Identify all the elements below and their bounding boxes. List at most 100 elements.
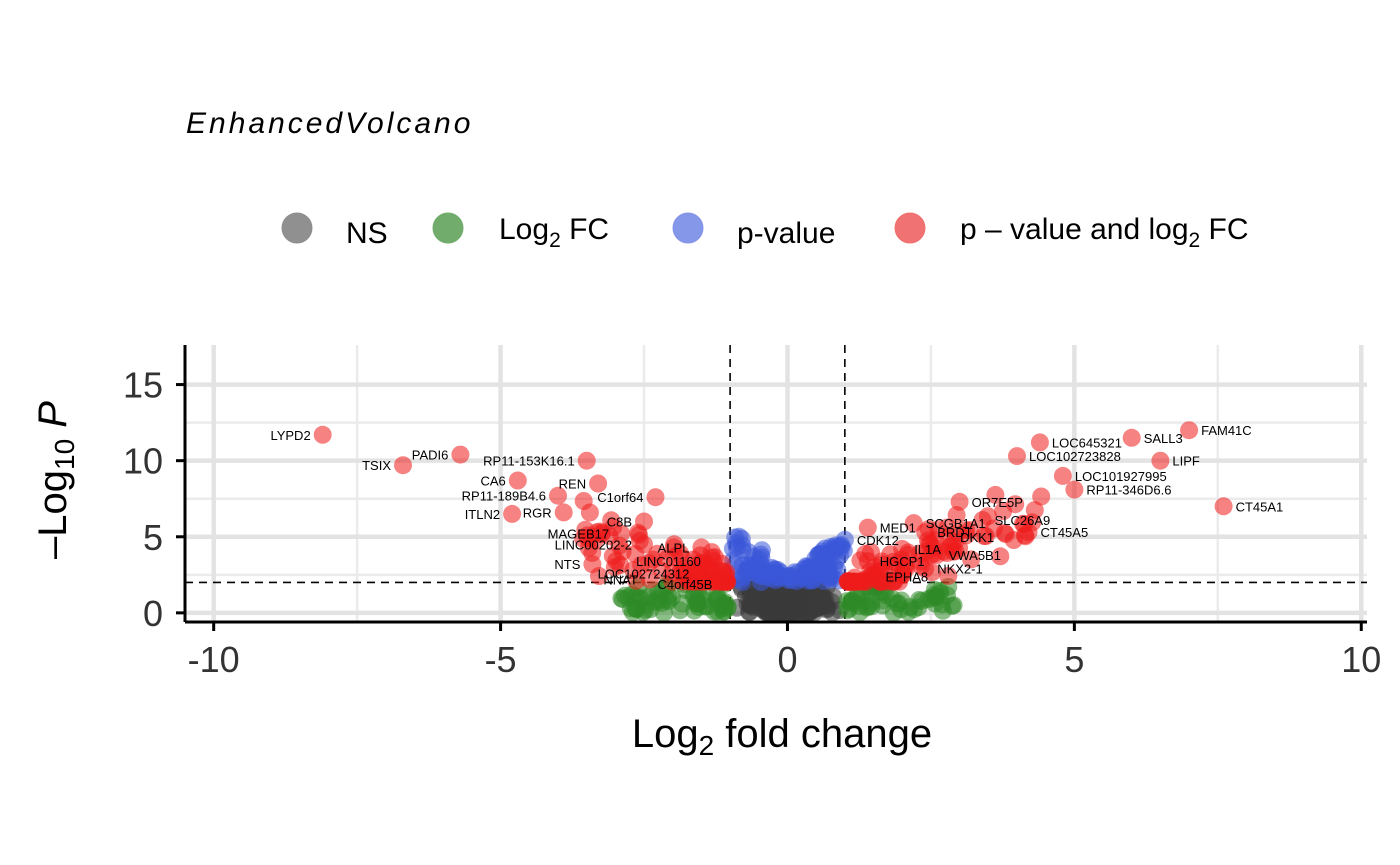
y-tick-label: 0 xyxy=(143,593,163,634)
x-tick-label: -10 xyxy=(188,639,240,680)
point-both xyxy=(991,547,1010,566)
point-fc xyxy=(925,581,944,599)
point-both xyxy=(503,504,522,523)
point-both xyxy=(583,555,602,574)
gene-label: ITLN2 xyxy=(465,507,500,522)
gene-label: CT45A1 xyxy=(1236,499,1284,514)
point-both xyxy=(975,527,994,545)
gene-label: LINC01160 xyxy=(636,554,701,569)
gene-label: CT45A5 xyxy=(1041,525,1089,540)
gene-label: C1orf64 xyxy=(597,490,643,505)
point-both xyxy=(692,564,711,583)
x-tick-label: 0 xyxy=(777,639,797,680)
point-fc xyxy=(649,584,668,603)
point-both xyxy=(858,518,877,537)
point-ns xyxy=(772,588,791,607)
point-fc xyxy=(933,601,952,620)
point-both xyxy=(1180,421,1199,440)
legend-key-ns xyxy=(281,212,313,244)
legend-key-both xyxy=(894,212,926,244)
y-tick-label: 15 xyxy=(123,365,163,406)
point-both xyxy=(578,526,597,545)
legend-label-both: p – value and log2 FC xyxy=(960,213,1249,252)
point-both xyxy=(640,570,659,589)
gene-label: RP11-346D6.6 xyxy=(1086,483,1171,498)
gene-label: NNAT xyxy=(603,572,637,587)
point-both xyxy=(602,511,621,530)
gene-label: TSIX xyxy=(362,458,391,473)
chart-title: EnhancedVolcano xyxy=(186,107,473,140)
point-both xyxy=(961,521,979,540)
point-fc xyxy=(883,589,902,608)
gene-label: NTS xyxy=(554,557,580,572)
point-ns xyxy=(744,592,763,611)
gene-label: IL1A xyxy=(914,542,941,557)
point-both xyxy=(893,539,912,558)
point-fc xyxy=(708,602,727,621)
gene-label: LOC102723828 xyxy=(1029,449,1121,464)
gene-labels: LYPD2 TSIX PADI6 RP11-153K16.1 CA6 REN RP11-18… xyxy=(270,423,1283,592)
point-both xyxy=(648,544,667,563)
point-both xyxy=(703,552,722,571)
point-both xyxy=(580,503,599,522)
legend-label-fc: Log2 FC xyxy=(499,213,609,252)
point-both xyxy=(313,425,332,444)
point-both xyxy=(1008,447,1026,466)
y-tick-label: 10 xyxy=(123,441,163,482)
point-both xyxy=(1214,497,1233,516)
point-both xyxy=(946,542,965,561)
point-p xyxy=(808,561,827,579)
gene-label: EPHA8 xyxy=(886,569,929,584)
point-both xyxy=(663,572,682,591)
gene-label: LYPD2 xyxy=(270,428,310,443)
point-both xyxy=(864,567,883,586)
point-ns xyxy=(791,588,810,607)
point-both xyxy=(549,486,567,505)
point-both xyxy=(394,456,412,475)
gene-label: ALPL xyxy=(658,540,690,555)
gene-label: FAM41C xyxy=(1201,423,1252,438)
point-both xyxy=(1030,433,1049,452)
point-both xyxy=(1032,487,1051,506)
point-both xyxy=(451,445,470,464)
gene-label: PADI6 xyxy=(412,448,449,463)
gene-label: VWA5B1 xyxy=(949,548,1001,563)
point-p xyxy=(751,545,770,564)
x-axis-title: Log2 fold change xyxy=(632,712,932,761)
gene-label: OR7E5P xyxy=(972,495,1023,510)
point-both xyxy=(627,571,646,590)
axes: -10 -5 0 5 10 0 5 10 15 xyxy=(123,345,1381,680)
point-both xyxy=(589,474,608,493)
point-both xyxy=(962,550,981,569)
point-both xyxy=(939,566,958,585)
point-both xyxy=(635,512,653,531)
x-tick-label: 5 xyxy=(1064,639,1084,680)
gene-label: NKX2-1 xyxy=(937,562,983,577)
point-both xyxy=(916,523,935,542)
point-both xyxy=(1065,480,1084,499)
gene-label: LOC102724312 xyxy=(598,566,690,581)
point-p xyxy=(769,567,787,586)
point-both xyxy=(1025,501,1044,520)
point-both xyxy=(632,556,651,575)
gene-label: RP11-189B4.6 xyxy=(462,489,546,504)
gene-label: HGCP1 xyxy=(880,554,925,569)
legend-key-p xyxy=(672,212,704,244)
x-tick-label: -5 xyxy=(485,639,517,680)
legend-label-p: p-value xyxy=(737,217,835,250)
y-axis-title: –Log10 P xyxy=(31,401,80,559)
point-both xyxy=(939,527,958,546)
point-p xyxy=(734,567,753,586)
point-both xyxy=(890,572,909,591)
point-both xyxy=(612,524,631,543)
gene-label: LINC00202-2 xyxy=(555,537,632,552)
point-both xyxy=(973,511,992,529)
point-both xyxy=(1151,451,1170,470)
point-p xyxy=(749,559,768,578)
legend-key-fc xyxy=(432,212,464,244)
legend: NS Log2 FC p-value p – value and log2 FC xyxy=(281,212,1249,252)
x-tick-label: 10 xyxy=(1341,639,1381,680)
point-both xyxy=(916,559,935,578)
point-both xyxy=(950,492,969,511)
point-ns xyxy=(797,602,816,621)
